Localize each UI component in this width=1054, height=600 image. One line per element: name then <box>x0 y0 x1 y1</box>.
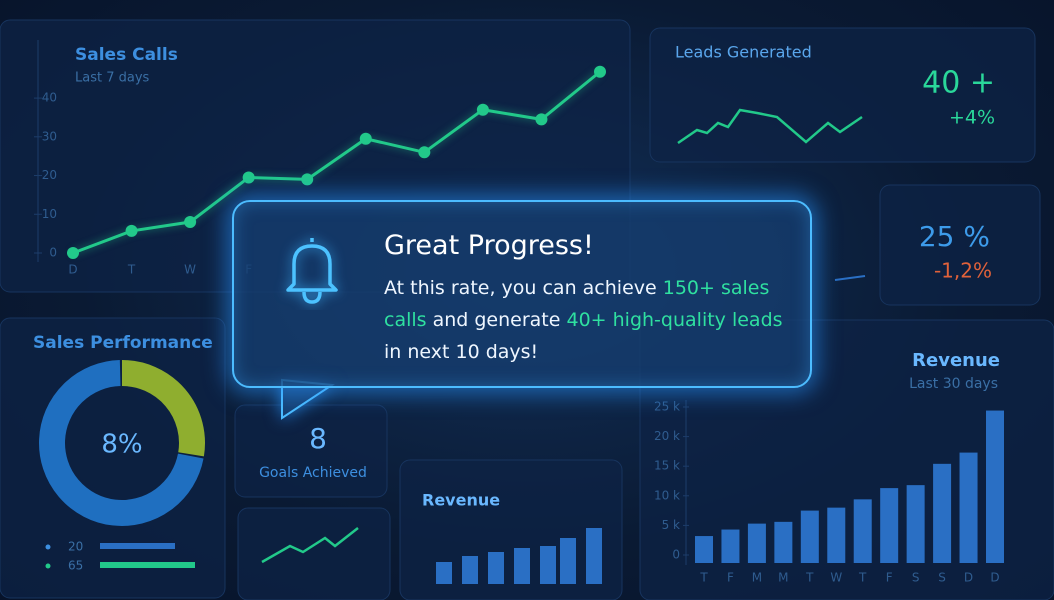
bar <box>880 488 899 563</box>
bar <box>827 507 846 563</box>
kpi-value: 40 + <box>922 66 995 101</box>
point <box>359 132 372 145</box>
x-tick-label: D <box>964 571 973 585</box>
legend-bar <box>100 562 195 568</box>
panel-title: Revenue <box>422 491 500 510</box>
kpi-change: -1,2% <box>934 259 992 283</box>
donut-segment <box>39 360 204 526</box>
y-tick-label: 40 <box>42 91 57 105</box>
goals-panel <box>234 404 388 498</box>
panel-subtitle: Last 30 days <box>909 376 998 392</box>
panel-title: Revenue <box>912 350 1000 371</box>
kpi-value: 25 % <box>919 220 990 253</box>
panel-title: Sales Calls <box>75 45 178 65</box>
panel-title: Leads Generated <box>675 43 812 62</box>
legend-label: 65 <box>68 559 83 573</box>
x-tick-label: M <box>778 571 788 585</box>
x-tick-label: F <box>886 571 893 585</box>
mini-bar <box>488 552 504 584</box>
kpi-label: Goals Achieved <box>259 465 367 481</box>
bar <box>933 463 952 563</box>
kpi-value: 8 <box>309 422 327 455</box>
mini-bar <box>514 548 530 584</box>
legend-label: 20 <box>68 540 83 554</box>
legend-dot <box>45 544 51 550</box>
donut-center: 8% <box>101 430 142 460</box>
x-tick-label: M <box>752 571 762 585</box>
mini-bars <box>436 528 602 584</box>
bar <box>959 452 978 563</box>
panel-subtitle: Last 7 days <box>75 71 150 86</box>
y-tick-label: 0 <box>672 548 680 562</box>
mini-bar <box>586 528 602 584</box>
x-tick-label: T <box>127 263 136 277</box>
x-tick-label: S <box>912 571 920 585</box>
x-tick-label: T <box>805 571 814 585</box>
x-tick-label: D <box>68 263 77 277</box>
point <box>67 247 79 259</box>
point <box>125 224 138 237</box>
point <box>242 171 255 184</box>
mini-bar <box>436 562 452 584</box>
point <box>301 173 314 186</box>
bar <box>747 523 766 563</box>
message-text: and generate <box>426 309 567 331</box>
donut-segment <box>121 360 205 457</box>
legend-dot <box>45 563 51 569</box>
point <box>476 103 489 116</box>
point <box>594 65 606 78</box>
mini-bar <box>560 538 576 584</box>
notification[interactable]: Great Progress! At this rate, you can ac… <box>232 200 812 388</box>
sparkline-panel <box>237 507 391 600</box>
panel-title: Sales Performance <box>33 333 213 353</box>
sparkline <box>261 527 359 564</box>
leads-panel <box>649 27 1036 163</box>
point <box>535 113 548 126</box>
sparkline <box>834 275 866 281</box>
y-tick-label: 10 <box>42 207 57 221</box>
bar <box>853 499 872 563</box>
point <box>418 146 431 159</box>
x-tick-label: F <box>727 571 734 585</box>
bar <box>721 529 740 563</box>
rate-panel <box>879 184 1041 306</box>
bar <box>774 521 793 563</box>
y-tick-label: 20 k <box>654 429 680 443</box>
mini-bar <box>462 556 478 584</box>
x-tick-label: T <box>699 571 708 585</box>
message-highlight: 150+ sales calls <box>384 277 770 331</box>
y-tick-label: 15 k <box>654 459 680 473</box>
y-tick-label: 5 k <box>662 518 680 532</box>
message-text: At this rate, you can achieve <box>384 277 663 299</box>
y-tick-label: 10 k <box>654 488 680 502</box>
mini-bar <box>540 546 556 584</box>
message-text: in next 10 days! <box>384 341 539 363</box>
message-highlight: 40+ high-quality leads <box>566 309 783 331</box>
notification-message: At this rate, you can achieve 150+ sales… <box>384 272 784 368</box>
line <box>72 70 601 255</box>
notification-title: Great Progress! <box>384 230 594 261</box>
x-tick-label: S <box>938 571 946 585</box>
x-tick-label: T <box>858 571 867 585</box>
point <box>184 216 197 229</box>
sparkline <box>677 108 863 145</box>
bar <box>695 536 713 563</box>
bar <box>800 510 819 563</box>
bar <box>906 485 925 563</box>
legend-bar <box>100 543 175 549</box>
y-tick-label: 20 <box>42 168 57 182</box>
x-tick-label: W <box>184 263 196 277</box>
bell-icon <box>286 238 338 304</box>
y-tick-label: 30 <box>42 129 57 143</box>
y-tick-label: 25 k <box>654 400 680 414</box>
y-tick-label: 0 <box>49 246 57 260</box>
x-tick-label: W <box>830 571 842 585</box>
kpi-change: +4% <box>949 107 995 129</box>
x-tick-label: D <box>990 571 999 585</box>
bar <box>986 410 1004 563</box>
